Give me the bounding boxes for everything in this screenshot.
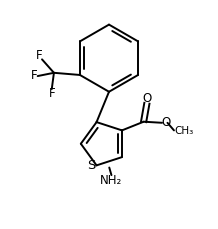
Text: F: F: [49, 87, 56, 100]
Text: CH₃: CH₃: [175, 126, 194, 136]
Text: O: O: [142, 92, 152, 105]
Text: O: O: [161, 116, 170, 129]
Text: S: S: [88, 159, 96, 172]
Text: NH₂: NH₂: [100, 174, 123, 187]
Text: F: F: [31, 69, 37, 82]
Text: F: F: [36, 49, 43, 62]
